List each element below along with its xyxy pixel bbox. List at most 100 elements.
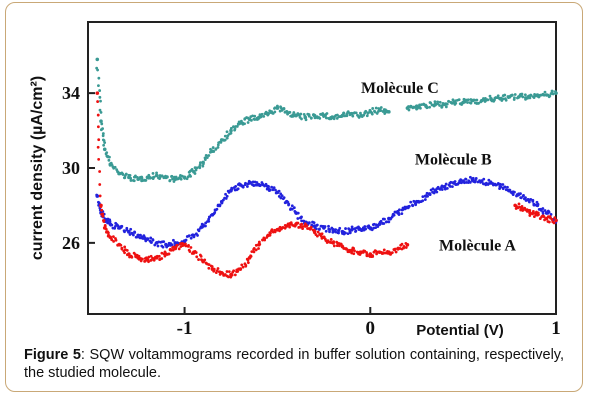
- data-point-mol-cule-c: [253, 114, 257, 118]
- data-point-mol-cule-b: [547, 210, 551, 214]
- data-point-mol-cule-a: [347, 250, 351, 254]
- x-tick-label: 1: [551, 318, 561, 339]
- data-point-mol-cule-b: [110, 223, 114, 227]
- data-point-mol-cule-b: [464, 178, 468, 181]
- data-point-mol-cule-b: [215, 207, 219, 211]
- data-point-mol-cule-a: [533, 215, 536, 218]
- data-point-mol-cule-b: [398, 208, 401, 212]
- data-point-mol-cule-c: [371, 107, 375, 110]
- data-point-mol-cule-c: [438, 100, 442, 104]
- data-point-mol-cule-a: [301, 227, 304, 231]
- data-point-mol-cule-a: [316, 230, 320, 234]
- data-point-mol-cule-c: [332, 117, 336, 121]
- data-point-mol-cule-b: [187, 234, 191, 238]
- data-point-mol-cule-a: [223, 273, 227, 277]
- data-point-mol-cule-b: [448, 185, 452, 188]
- data-point-mol-cule-b: [519, 196, 523, 199]
- data-point-mol-cule-c: [124, 172, 128, 176]
- data-point-mol-cule-a: [141, 257, 144, 261]
- caption-text: : SQW voltammograms recorded in buffer s…: [24, 347, 565, 381]
- data-point-mol-cule-a: [281, 226, 285, 229]
- data-point-mol-cule-a: [102, 220, 106, 223]
- data-point-mol-cule-a: [197, 258, 200, 261]
- data-point-mol-cule-a: [195, 255, 199, 259]
- data-point-mol-cule-c: [434, 103, 437, 107]
- data-point-mol-cule-b: [317, 228, 321, 231]
- y-tick-label: 30: [62, 158, 80, 178]
- data-point-mol-cule-a: [160, 257, 164, 260]
- data-point-mol-cule-c: [513, 93, 517, 96]
- data-point-mol-cule-c: [379, 109, 383, 112]
- data-point-mol-cule-c: [454, 101, 458, 105]
- data-point-mol-cule-c: [189, 174, 192, 178]
- data-point-mol-cule-c: [548, 94, 552, 98]
- data-point-mol-cule-c: [98, 89, 102, 92]
- data-point-mol-cule-b: [314, 227, 318, 231]
- data-point-mol-cule-a: [250, 250, 254, 254]
- data-point-mol-cule-b: [272, 186, 276, 190]
- data-point-mol-cule-a: [160, 251, 164, 255]
- data-point-mol-cule-a: [125, 248, 129, 252]
- data-point-mol-cule-a: [232, 269, 236, 273]
- data-point-mol-cule-a: [353, 249, 356, 253]
- data-point-mol-cule-a: [98, 183, 102, 186]
- data-point-mol-cule-b: [249, 181, 253, 184]
- data-point-mol-cule-b: [170, 243, 174, 247]
- data-point-mol-cule-b: [376, 225, 380, 228]
- data-point-mol-cule-b: [519, 192, 522, 195]
- data-point-mol-cule-b: [220, 201, 224, 205]
- data-point-mol-cule-c: [262, 114, 266, 118]
- data-point-mol-cule-a: [528, 208, 532, 212]
- data-point-mol-cule-a: [212, 267, 216, 271]
- data-point-mol-cule-a: [350, 251, 354, 255]
- data-point-mol-cule-a: [322, 235, 326, 239]
- data-point-mol-cule-a: [114, 238, 118, 242]
- data-point-mol-cule-b: [432, 191, 436, 195]
- data-point-mol-cule-b: [364, 227, 368, 231]
- data-point-mol-cule-a: [405, 242, 410, 247]
- data-point-mol-cule-c: [345, 114, 349, 118]
- data-point-mol-cule-c: [170, 174, 174, 178]
- data-point-mol-cule-b: [279, 196, 283, 200]
- data-point-mol-cule-a: [123, 245, 127, 249]
- data-point-mol-cule-a: [393, 248, 397, 252]
- data-point-mol-cule-b: [129, 227, 133, 231]
- data-point-mol-cule-b: [482, 177, 486, 181]
- data-point-mol-cule-a: [273, 230, 277, 234]
- data-point-mol-cule-c: [198, 166, 202, 170]
- data-point-mol-cule-c: [379, 106, 383, 109]
- data-point-mol-cule-c: [129, 176, 133, 180]
- data-point-mol-cule-c: [96, 68, 100, 72]
- data-point-mol-cule-c: [457, 98, 461, 102]
- data-point-mol-cule-b: [139, 233, 142, 237]
- data-point-mol-cule-c: [99, 110, 103, 114]
- data-point-mol-cule-b: [442, 184, 447, 189]
- data-point-mol-cule-b: [444, 182, 448, 186]
- data-point-mol-cule-b: [328, 230, 331, 234]
- data-point-mol-cule-a: [202, 259, 206, 262]
- data-point-mol-cule-a: [207, 266, 211, 270]
- data-point-mol-cule-b: [484, 183, 488, 187]
- data-point-mol-cule-b: [189, 236, 193, 240]
- data-point-mol-cule-c: [98, 108, 102, 112]
- data-point-mol-cule-c: [276, 105, 279, 109]
- data-point-mol-cule-a: [207, 263, 211, 267]
- data-point-mol-cule-a: [547, 220, 551, 224]
- data-point-mol-cule-c: [168, 178, 172, 182]
- data-point-mol-cule-a: [404, 246, 408, 249]
- data-point-mol-cule-c: [496, 94, 500, 98]
- data-point-mol-cule-c: [128, 174, 132, 177]
- data-point-mol-cule-c: [100, 122, 104, 126]
- data-point-mol-cule-b: [445, 186, 449, 190]
- data-point-mol-cule-b: [116, 224, 120, 227]
- data-point-mol-cule-b: [290, 207, 294, 211]
- data-point-mol-cule-b: [407, 204, 411, 208]
- data-point-mol-cule-b: [312, 221, 316, 225]
- data-point-mol-cule-c: [101, 138, 105, 142]
- data-point-mol-cule-b: [274, 188, 277, 192]
- data-point-mol-cule-b: [436, 185, 440, 189]
- data-point-mol-cule-b: [296, 211, 300, 215]
- data-point-mol-cule-c: [226, 134, 230, 138]
- data-point-mol-cule-c: [445, 102, 449, 106]
- data-point-mol-cule-c: [387, 110, 391, 114]
